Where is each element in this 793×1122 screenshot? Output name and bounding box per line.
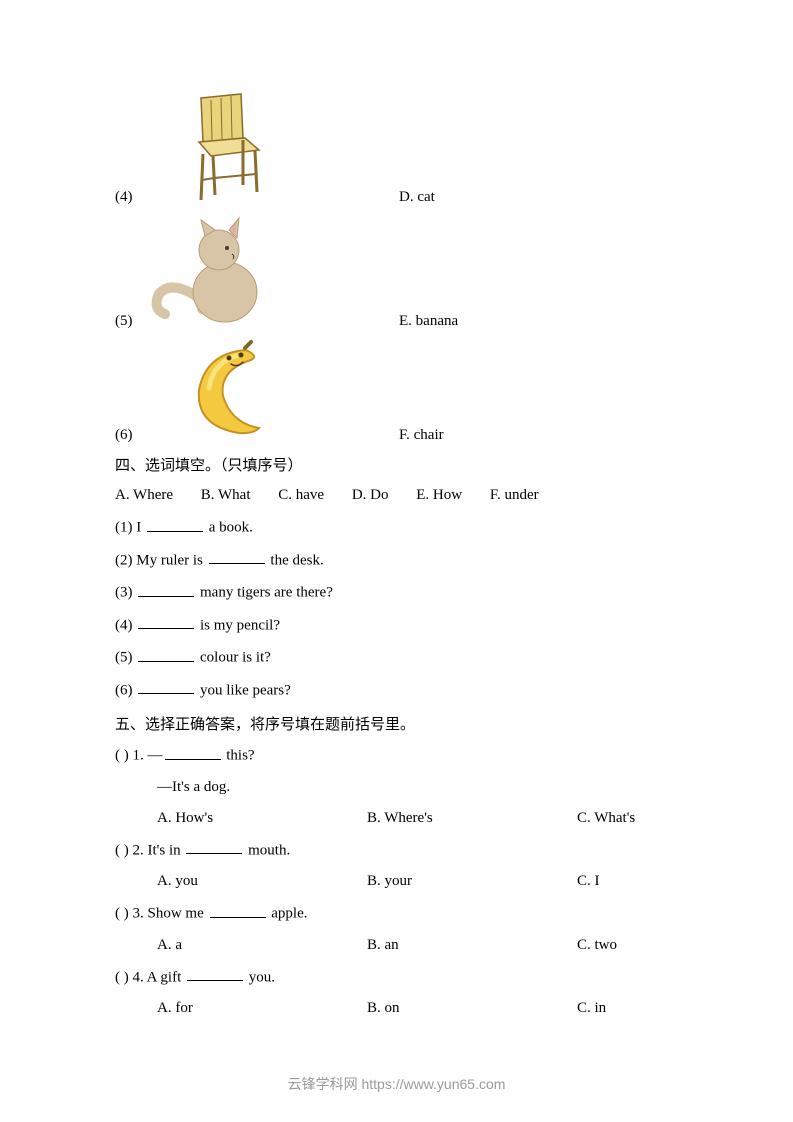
choice-a[interactable]: A. a <box>157 937 367 954</box>
fill-q3: (3) many tigers are there? <box>115 583 678 602</box>
choice-c[interactable]: C. two <box>577 937 617 954</box>
match-row-5: (5) E. banana <box>115 214 678 330</box>
bank-option-e: E. How <box>416 487 462 503</box>
choice-b[interactable]: B. an <box>367 937 577 954</box>
q3-stem-pre: ( ) 3. Show me <box>115 906 208 922</box>
q6-pre: (6) <box>115 682 136 698</box>
mc-q4-choices: A. for B. on C. in <box>115 1000 678 1017</box>
choice-b[interactable]: B. your <box>367 873 577 890</box>
mc-q4-stem: ( ) 4. A gift you. <box>115 968 678 987</box>
mc-q2-stem: ( ) 2. It's in mouth. <box>115 841 678 860</box>
q5-pre: (5) <box>115 650 136 666</box>
choice-b[interactable]: B. on <box>367 1000 577 1017</box>
q2-post: the desk. <box>267 552 324 568</box>
choice-b[interactable]: B. Where's <box>367 810 577 827</box>
q1-stem-post: this? <box>223 748 255 764</box>
q4-stem-post: you. <box>245 969 275 985</box>
blank-input[interactable] <box>147 518 203 532</box>
q2-stem-pre: ( ) 2. It's in <box>115 842 184 858</box>
bank-option-f: F. under <box>490 487 539 503</box>
q4-post: is my pencil? <box>196 617 280 633</box>
match-row-6: (6) F. chair <box>115 338 678 444</box>
word-bank: A. Where B. What C. have D. Do E. How F.… <box>115 487 678 504</box>
bank-option-d: D. Do <box>352 487 389 503</box>
mc-q1-stem: ( ) 1. — this? <box>115 746 678 765</box>
q3-pre: (3) <box>115 585 136 601</box>
match-number: (6) <box>115 427 139 444</box>
blank-input[interactable] <box>209 551 265 565</box>
q3-stem-post: apple. <box>268 906 308 922</box>
footer-credit: 云锋学科网 https://www.yun65.com <box>0 1074 793 1094</box>
match-image-chair <box>139 90 399 206</box>
choice-a[interactable]: A. you <box>157 873 367 890</box>
blank-input[interactable] <box>138 583 194 597</box>
match-number: (5) <box>115 313 139 330</box>
blank-input[interactable] <box>186 841 242 855</box>
banana-icon <box>181 338 281 443</box>
bank-option-b: B. What <box>201 487 251 503</box>
fill-q2: (2) My ruler is the desk. <box>115 551 678 570</box>
q2-stem-post: mouth. <box>244 842 290 858</box>
q4-stem-pre: ( ) 4. A gift <box>115 969 185 985</box>
blank-input[interactable] <box>138 681 194 695</box>
bank-option-c: C. have <box>278 487 324 503</box>
match-image-cat <box>139 214 399 330</box>
fill-q5: (5) colour is it? <box>115 648 678 667</box>
blank-input[interactable] <box>138 616 194 630</box>
blank-input[interactable] <box>210 904 266 918</box>
choice-a[interactable]: A. for <box>157 1000 367 1017</box>
choice-c[interactable]: C. What's <box>577 810 635 827</box>
q1-post: a book. <box>205 520 253 536</box>
fill-q4: (4) is my pencil? <box>115 616 678 635</box>
blank-input[interactable] <box>187 968 243 982</box>
blank-input[interactable] <box>138 648 194 662</box>
mc-q3-stem: ( ) 3. Show me apple. <box>115 904 678 923</box>
fill-q1: (1) I a book. <box>115 518 678 537</box>
q5-post: colour is it? <box>196 650 271 666</box>
chair-icon <box>181 90 271 205</box>
mc-q1-choices: A. How's B. Where's C. What's <box>115 810 678 827</box>
section4-title: 四、选词填空。（只填序号） <box>115 454 678 475</box>
q1-stem-pre: ( ) 1. — <box>115 748 163 764</box>
choice-a[interactable]: A. How's <box>157 810 367 827</box>
q1-pre: (1) I <box>115 520 145 536</box>
match-number: (4) <box>115 189 139 206</box>
bank-option-a: A. Where <box>115 487 173 503</box>
match-label: F. chair <box>399 427 444 444</box>
section5-title: 五、选择正确答案，将序号填在题前括号里。 <box>115 713 678 734</box>
cat-icon <box>147 214 287 329</box>
mc-q1-line2: —It's a dog. <box>115 779 678 796</box>
match-label: E. banana <box>399 313 458 330</box>
q6-post: you like pears? <box>196 682 291 698</box>
choice-c[interactable]: C. in <box>577 1000 606 1017</box>
blank-input[interactable] <box>165 746 221 760</box>
match-row-4: (4) D. cat <box>115 90 678 206</box>
fill-q6: (6) you like pears? <box>115 681 678 700</box>
q3-post: many tigers are there? <box>196 585 333 601</box>
q4-pre: (4) <box>115 617 136 633</box>
choice-c[interactable]: C. I <box>577 873 600 890</box>
mc-q3-choices: A. a B. an C. two <box>115 937 678 954</box>
match-label: D. cat <box>399 189 435 206</box>
q2-pre: (2) My ruler is <box>115 552 207 568</box>
match-image-banana <box>139 338 399 444</box>
mc-q2-choices: A. you B. your C. I <box>115 873 678 890</box>
